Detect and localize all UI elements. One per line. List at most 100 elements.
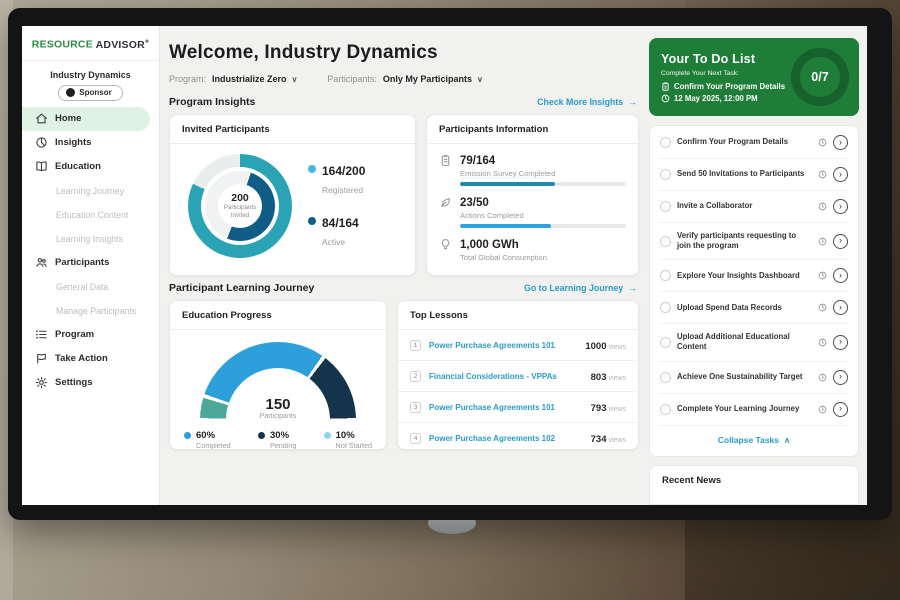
sidebar-item[interactable]: Home	[22, 106, 150, 131]
task-label: Achieve One Sustainability Target	[677, 371, 803, 381]
task-checkbox[interactable]	[660, 403, 671, 415]
monitor-bezel: RESOURCE ADVISOR+ Industry Dynamics Spon…	[8, 8, 892, 520]
task-checkbox[interactable]	[660, 336, 671, 348]
task-checkbox[interactable]	[660, 137, 671, 148]
lesson-title-link[interactable]: Power Purchase Agreements 102	[429, 433, 555, 443]
task-status-icon[interactable]	[818, 405, 827, 414]
chevron-right-icon: ›	[839, 336, 842, 347]
task-status-icon[interactable]	[818, 303, 827, 312]
task-status-icon[interactable]	[818, 138, 827, 147]
task-open-button[interactable]: ›	[833, 300, 848, 316]
lesson-title-link[interactable]: Power Purchase Agreements 101	[429, 402, 555, 412]
stat-label: Actions Completed	[460, 211, 524, 220]
participants-filter-dropdown[interactable]: Only My Participants ∨	[382, 74, 483, 84]
task-open-button[interactable]: ›	[833, 268, 848, 284]
task-checkbox[interactable]	[660, 235, 671, 247]
stat-row: 79/164 Emission Survey Completed	[427, 144, 638, 186]
legend-dot-icon	[184, 432, 191, 439]
sidebar-item[interactable]: Manage Participants	[22, 299, 159, 323]
task-status-icon[interactable]	[818, 237, 827, 246]
task-open-button[interactable]: ›	[833, 401, 848, 417]
participants-information-card: Participants Information 79/164 Emission…	[426, 114, 639, 276]
task-open-button[interactable]: ›	[833, 167, 848, 182]
lesson-views: 803	[590, 372, 607, 383]
collapse-tasks-link[interactable]: Collapse Tasks ∧	[660, 426, 848, 456]
task-row: Verify participants requesting to join t…	[660, 223, 848, 261]
legend-label: Active	[322, 237, 346, 247]
todo-progress-ring: 0/7	[791, 48, 849, 106]
progress-bar	[460, 224, 626, 228]
stat-label: Emission Survey Completed	[460, 169, 556, 178]
task-open-button[interactable]: ›	[833, 135, 848, 150]
views-label: views	[608, 437, 626, 444]
program-filter-dropdown[interactable]: Industrialize Zero ∨	[212, 74, 298, 84]
app-window: RESOURCE ADVISOR+ Industry Dynamics Spon…	[22, 26, 867, 505]
insights-icon	[35, 136, 48, 149]
sidebar-item[interactable]: General Data	[22, 275, 159, 299]
task-label: Complete Your Learning Journey	[677, 403, 800, 413]
role-badge: Sponsor	[58, 84, 123, 101]
legend-dot-icon	[308, 217, 316, 225]
task-row: Invite a Collaborator ›	[660, 191, 848, 223]
legend-value: 60%	[196, 430, 216, 441]
sidebar-item[interactable]: Learning Journey	[22, 179, 159, 203]
sidebar-item-label: Education	[55, 161, 101, 172]
task-checkbox[interactable]	[660, 270, 671, 282]
task-row: Explore Your Insights Dashboard ›	[660, 260, 848, 293]
task-row: Upload Spend Data Records ›	[660, 292, 848, 325]
invited-participants-card: Invited Participants 200 Participants In…	[169, 114, 416, 276]
task-open-button[interactable]: ›	[833, 199, 848, 214]
participants-filter-label: Participants:	[327, 74, 377, 84]
lesson-row: 3 Power Purchase Agreements 101 793 views	[398, 392, 638, 423]
task-open-button[interactable]: ›	[833, 334, 848, 350]
task-checkbox[interactable]	[660, 201, 671, 212]
task-open-button[interactable]: ›	[833, 233, 848, 249]
sidebar-item[interactable]: Education	[22, 155, 159, 179]
sidebar-item[interactable]: Learning Insights	[22, 227, 159, 251]
chevron-right-icon: ›	[839, 301, 842, 312]
stats-list: 79/164 Emission Survey Completed	[427, 144, 638, 266]
legend-item: 30% Pending	[258, 430, 296, 449]
todo-column: Your To Do List Complete Your Next Task:…	[649, 26, 867, 505]
task-status-icon[interactable]	[818, 202, 827, 211]
task-status-icon[interactable]	[818, 338, 827, 347]
check-more-insights-link[interactable]: Check More Insights →	[537, 97, 637, 107]
lesson-rank: 2	[410, 370, 421, 382]
task-status-icon[interactable]	[818, 271, 827, 280]
sidebar-item[interactable]: Insights	[22, 131, 159, 155]
learning-cards-row: Education Progress 150 Participants	[169, 300, 639, 450]
todo-due-date: 12 May 2025, 12:00 PM	[674, 93, 758, 103]
card-title: Participants Information	[427, 115, 638, 144]
task-row: Upload Additional Educational Content ›	[660, 324, 848, 362]
task-checkbox[interactable]	[660, 302, 671, 314]
legend-item: 164/200 Registered	[308, 162, 365, 198]
go-to-learning-journey-link[interactable]: Go to Learning Journey →	[523, 283, 637, 293]
stat-label: Total Global Consumption	[460, 253, 547, 262]
sidebar: RESOURCE ADVISOR+ Industry Dynamics Spon…	[22, 26, 160, 505]
sidebar-item-label: General Data	[56, 281, 109, 292]
task-status-icon[interactable]	[818, 170, 827, 179]
stat-row: 23/50 Actions Completed	[427, 186, 638, 228]
task-checkbox[interactable]	[660, 371, 671, 383]
legend-dot-icon	[323, 432, 331, 439]
sidebar-item[interactable]: Program	[22, 323, 159, 347]
sidebar-item[interactable]: Education Content	[22, 203, 159, 227]
task-label: Invite a Collaborator	[677, 201, 753, 211]
lesson-title-link[interactable]: Financial Considerations - VPPAs	[429, 371, 557, 381]
lesson-row: 4 Power Purchase Agreements 102 734 views	[398, 423, 638, 449]
progress-bar-fill	[460, 182, 555, 186]
sidebar-item[interactable]: Settings	[22, 371, 159, 395]
recent-news-title: Recent News	[662, 474, 722, 486]
sidebar-item[interactable]: Take Action	[22, 347, 159, 371]
legend-dot-icon	[308, 165, 316, 173]
clock-icon	[661, 94, 670, 103]
program-icon	[35, 328, 48, 341]
sidebar-item[interactable]: Participants	[22, 251, 159, 275]
section-title: Participant Learning Journey	[169, 282, 315, 294]
task-open-button[interactable]: ›	[833, 369, 848, 385]
task-checkbox[interactable]	[660, 169, 671, 180]
lesson-title-link[interactable]: Power Purchase Agreements 101	[429, 340, 555, 350]
lesson-row: 2 Financial Considerations - VPPAs 803 vi…	[398, 361, 638, 392]
task-status-icon[interactable]	[818, 373, 827, 382]
sidebar-item-label: Learning Journey	[56, 185, 124, 196]
